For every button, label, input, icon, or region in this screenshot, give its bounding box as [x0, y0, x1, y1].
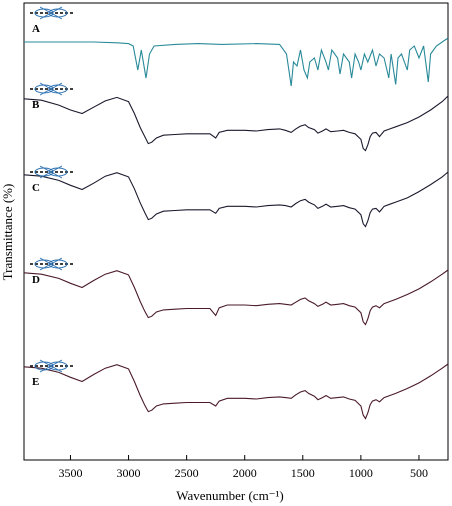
x-tick-label: 2000 — [233, 466, 257, 480]
spectrum-line-e — [23, 363, 449, 420]
x-tick-label: 3000 — [117, 466, 141, 480]
panel-label-d: D — [32, 274, 40, 286]
molecule-structure-icon — [30, 165, 74, 179]
structure-icon-layer — [30, 6, 74, 373]
spectrum-line-a — [24, 37, 449, 87]
spectrum-line-d — [23, 269, 449, 326]
spectrum-line-c — [23, 171, 449, 228]
series-layer: A B C D E — [23, 23, 449, 420]
panel-label-e: E — [32, 376, 39, 388]
panel-label-a: A — [32, 23, 40, 35]
molecule-structure-icon — [30, 82, 74, 96]
x-tick-label: 500 — [410, 466, 428, 480]
x-axis-title: Wavenumber (cm⁻¹) — [176, 488, 284, 503]
spectrum-line-b — [23, 95, 449, 152]
panel-label-c: C — [32, 182, 40, 194]
x-tick-label: 1500 — [291, 466, 315, 480]
x-tick-label: 3500 — [58, 466, 82, 480]
molecule-structure-icon — [30, 6, 74, 20]
panel-label-b: B — [32, 99, 40, 111]
y-axis-title: Transmittance (%) — [0, 184, 15, 281]
x-axis-ticks: 3500 3000 2500 2000 1500 1000 500 — [58, 455, 428, 480]
molecule-structure-icon — [30, 257, 74, 271]
molecule-structure-icon — [30, 359, 74, 373]
x-tick-label: 1000 — [349, 466, 373, 480]
x-tick-label: 2500 — [175, 466, 199, 480]
plot-frame — [23, 2, 449, 461]
